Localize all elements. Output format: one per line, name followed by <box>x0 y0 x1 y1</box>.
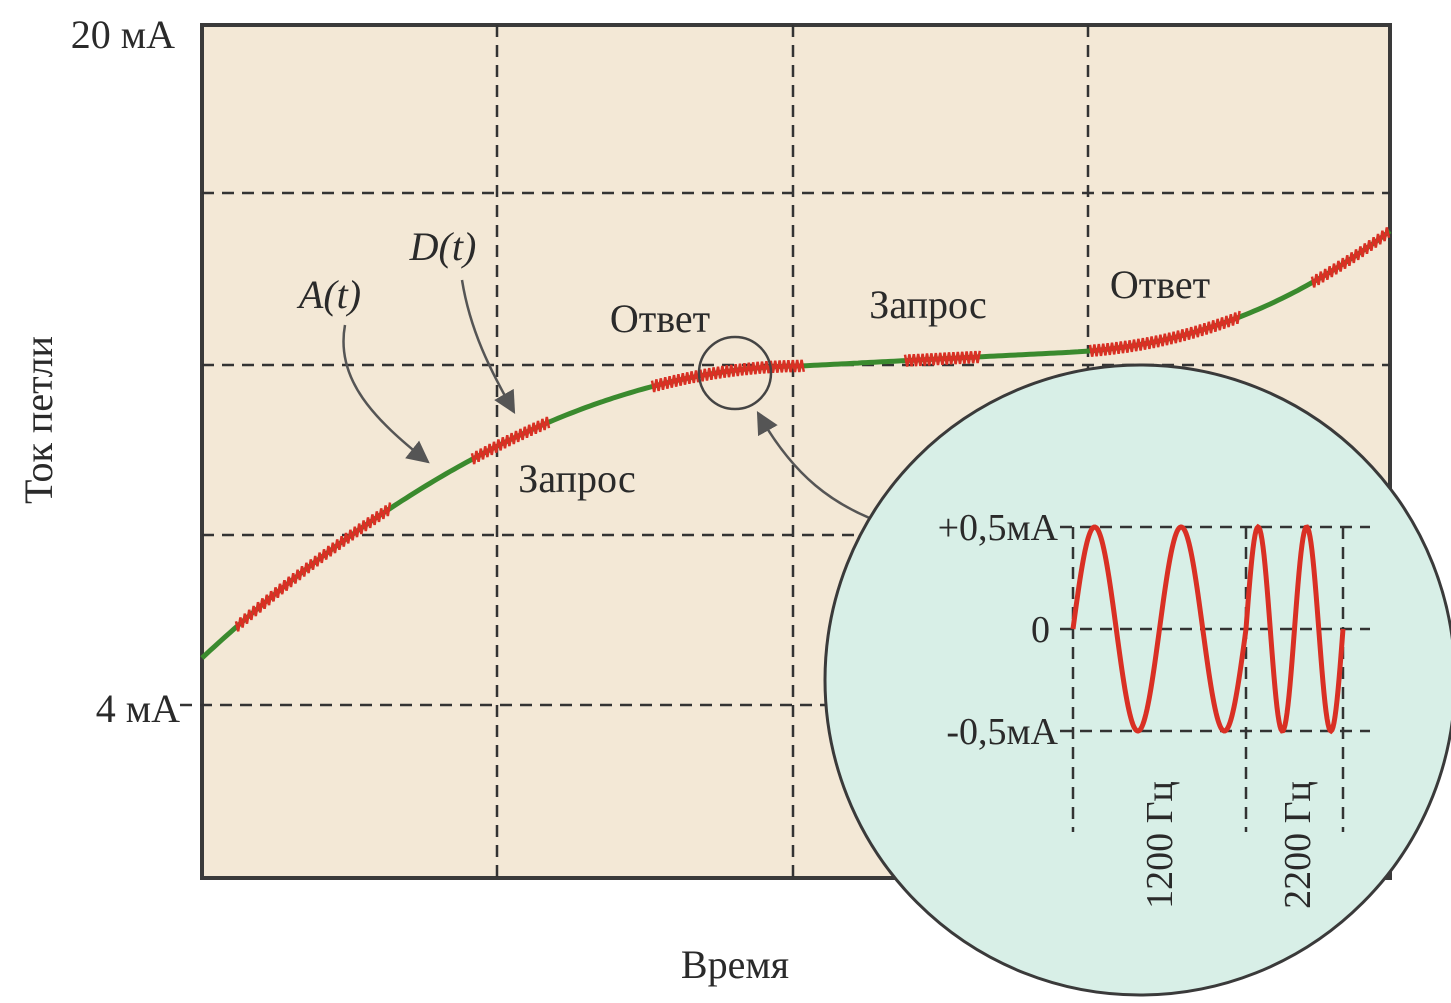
digital-bursts <box>234 227 1391 632</box>
y-top-label: 20 мА <box>71 12 175 57</box>
request-label-1: Запрос <box>518 456 635 501</box>
magnify-circle <box>697 335 773 411</box>
x-axis-title: Время <box>681 942 789 987</box>
digital-burst <box>256 502 392 613</box>
analog-callout-arrow <box>342 324 430 464</box>
digital-burst <box>1088 310 1241 357</box>
digital-label: D(t) <box>409 224 477 269</box>
inset-freq-high: 2200 Гц <box>1277 781 1319 909</box>
inset-sine-wave <box>1070 523 1346 735</box>
digital-callout-arrow <box>460 279 516 414</box>
analog-label: A(t) <box>296 272 361 317</box>
digital-burst <box>1310 227 1391 288</box>
y-bottom-label: 4 мА <box>96 686 180 731</box>
digital-burst <box>470 416 551 465</box>
inset-y-minus: -0,5мА <box>946 711 1058 753</box>
request-label-2: Запрос <box>869 282 986 327</box>
digital-burst <box>903 350 982 367</box>
response-label-2: Ответ <box>1110 262 1210 307</box>
inset-freq-low: 1200 Гц <box>1139 781 1181 909</box>
y-axis-title: Ток петли <box>16 336 61 504</box>
inset-y-plus: +0,5мА <box>938 507 1059 549</box>
digital-burst <box>650 359 806 393</box>
response-label-1: Ответ <box>610 296 710 341</box>
inset-magnified-view: +0,5мА 0 -0,5мА 1200 Гц 2200 Гц <box>823 363 1451 997</box>
inset-y-zero: 0 <box>1031 609 1050 651</box>
